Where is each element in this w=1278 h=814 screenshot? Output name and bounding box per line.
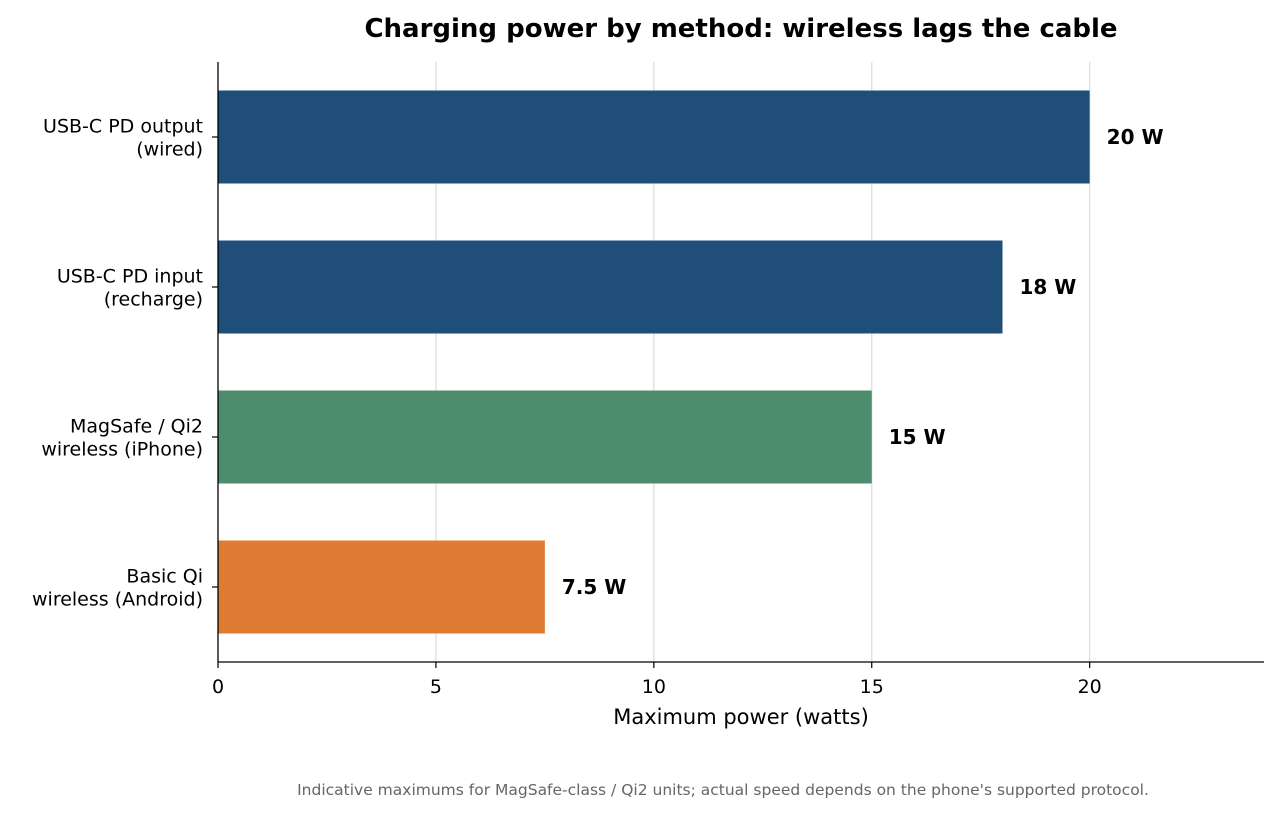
category-label-line: (recharge)	[104, 289, 203, 311]
category-label-line: (wired)	[136, 139, 203, 161]
data-label: 20 W	[1107, 125, 1164, 149]
x-tick-label: 10	[642, 676, 666, 698]
category-label-line: MagSafe / Qi2	[70, 416, 203, 438]
category-label: Basic Qi wireless (Android)	[32, 566, 203, 611]
footnote: Indicative maximums for MagSafe-class / …	[297, 781, 1149, 799]
data-label: 7.5 W	[562, 575, 626, 599]
category-label-line: USB-C PD input	[57, 266, 203, 288]
category-label: MagSafe / Qi2 wireless (iPhone)	[41, 416, 203, 461]
x-tick-label: 5	[430, 676, 442, 698]
x-axis-label: Maximum power (watts)	[613, 705, 869, 729]
category-label-line: Basic Qi	[126, 566, 203, 588]
bar	[218, 390, 872, 484]
category-label: USB-C PD output (wired)	[43, 116, 203, 161]
x-tick-label: 15	[860, 676, 884, 698]
bar	[218, 90, 1090, 184]
x-tick-label: 0	[212, 676, 224, 698]
ticks: 0 5 10 15 20	[212, 136, 1102, 698]
data-label: 18 W	[1020, 275, 1077, 299]
category-label-line: wireless (iPhone)	[41, 439, 203, 461]
data-labels: 20 W 18 W 15 W 7.5 W	[562, 125, 1164, 599]
category-labels: USB-C PD output (wired) USB-C PD input (rec…	[32, 116, 203, 611]
category-label-line: USB-C PD output	[43, 116, 203, 138]
x-tick-label: 20	[1078, 676, 1102, 698]
bar	[218, 540, 545, 634]
category-label-line: wireless (Android)	[32, 589, 203, 611]
chart-title: Charging power by method: wireless lags …	[364, 14, 1117, 44]
category-label: USB-C PD input (recharge)	[57, 266, 203, 311]
bar	[218, 240, 1003, 334]
data-label: 15 W	[889, 425, 946, 449]
bars	[218, 90, 1090, 634]
